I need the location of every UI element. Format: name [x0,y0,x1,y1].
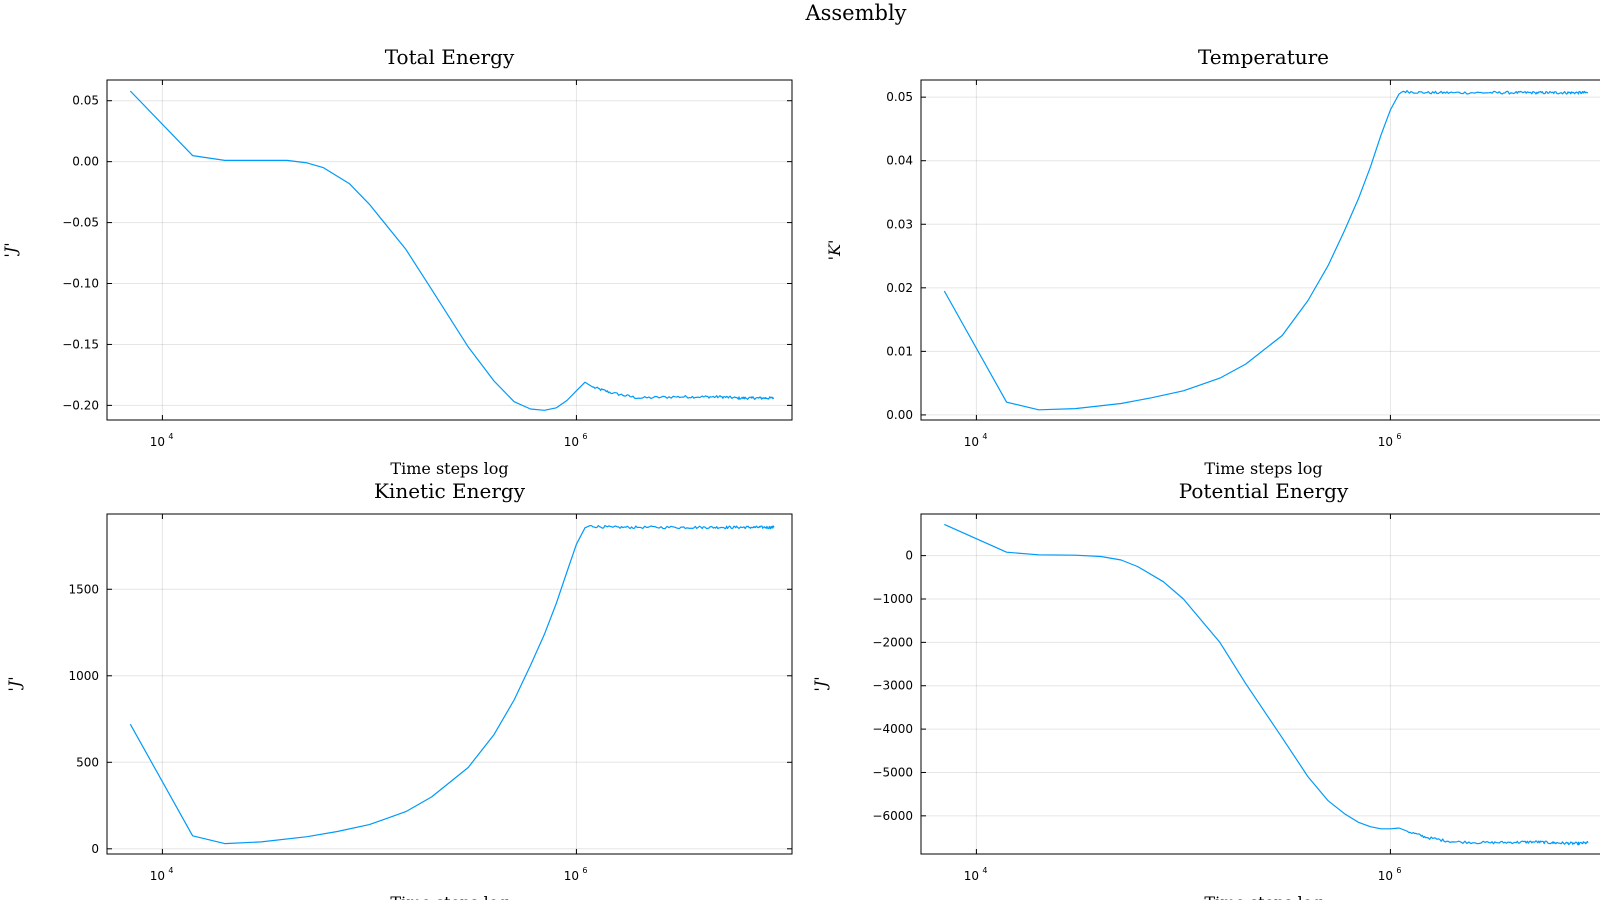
panel-4-title: Potential Energy [1179,479,1349,503]
panel-3-ytick-label-1: 1000 [68,669,99,683]
panel-4-ylabel: 'J' [811,676,830,691]
panel-1-xtick-label-1: 10 [564,435,579,449]
panel-2-xtick-label-1: 10 [1378,435,1393,449]
panel-1-xtick-label-0: 10 [150,435,165,449]
panel-2-xlabel: Time steps log [1204,459,1322,478]
panel-1-series-line-0 [129,90,774,411]
panel-1-xlabel: Time steps log [390,459,508,478]
panel-3: Kinetic Energy104106150010005000Time ste… [5,479,793,905]
panel-1-ytick-label-2: −0.05 [62,216,99,230]
panel-3-title: Kinetic Energy [374,479,526,503]
panel-1-title: Total Energy [385,45,515,69]
panel-2-ytick-label-2: 0.03 [886,217,913,231]
panel-1-ytick-label-0: 0.05 [72,94,99,108]
panel-4-series-line-0 [944,523,1589,846]
panel-4-xtick-exp-0: 4 [982,866,987,875]
panel-4-xtick-label-0: 10 [964,869,979,883]
panel-2-ytick-label-4: 0.01 [886,344,913,358]
panel-2-ytick-label-1: 0.04 [886,154,913,168]
panel-1-ytick-label-3: −0.10 [62,277,99,291]
panel-1-frame [106,79,793,421]
panel-4-xlabel: Time steps log [1204,893,1322,900]
panel-1-ytick-label-4: −0.15 [62,337,99,351]
panel-2-title: Temperature [1198,45,1329,69]
panel-4-ytick-label-6: −6000 [872,809,913,823]
panel-2-xtick-label-0: 10 [964,435,979,449]
panel-3-ytick-label-2: 500 [76,755,99,769]
panel-1-xtick-exp-1: 6 [582,432,587,441]
panel-4-ytick-label-5: −5000 [872,765,913,779]
panel-2-ytick-label-0: 0.05 [886,90,913,104]
panel-3-xlabel: Time steps log [390,893,508,900]
panel-2-ylabel: 'K' [825,240,844,261]
panel-2-frame [920,79,1600,421]
panel-4-xtick-label-1: 10 [1378,869,1393,883]
panel-2-series-line-0 [943,90,1588,411]
panel-3-ytick-label-3: 0 [91,842,99,856]
panel-4-ytick-label-0: 0 [905,549,913,563]
panel-1-ylabel: 'J' [1,242,20,257]
panel-2-xtick-exp-1: 6 [1396,432,1401,441]
panel-4-xtick-exp-1: 6 [1396,866,1401,875]
panel-1-ytick-label-5: −0.20 [62,398,99,412]
panel-3-frame [106,513,793,855]
panel-2-ytick-label-5: 0.00 [886,408,913,422]
panel-2-ytick-label-3: 0.02 [886,281,913,295]
panel-3-xtick-exp-0: 4 [168,866,173,875]
panel-3-xtick-label-0: 10 [150,869,165,883]
panel-1-ytick-label-1: 0.00 [72,155,99,169]
panel-3-ylabel: 'J' [5,676,24,691]
panel-3-xtick-label-1: 10 [564,869,579,883]
figure-title: Assembly [804,1,906,25]
panel-3-xtick-exp-1: 6 [582,866,587,875]
panel-4-frame [920,513,1600,855]
panel-4-ytick-label-2: −2000 [872,635,913,649]
panel-3-series-line-0 [129,525,775,845]
panel-4-ytick-label-1: −1000 [872,592,913,606]
panel-4-ytick-label-3: −3000 [872,679,913,693]
panel-3-ytick-label-0: 1500 [68,582,99,596]
panel-2-xtick-exp-0: 4 [982,432,987,441]
panel-1-xtick-exp-0: 4 [168,432,173,441]
panel-4-ytick-label-4: −4000 [872,722,913,736]
